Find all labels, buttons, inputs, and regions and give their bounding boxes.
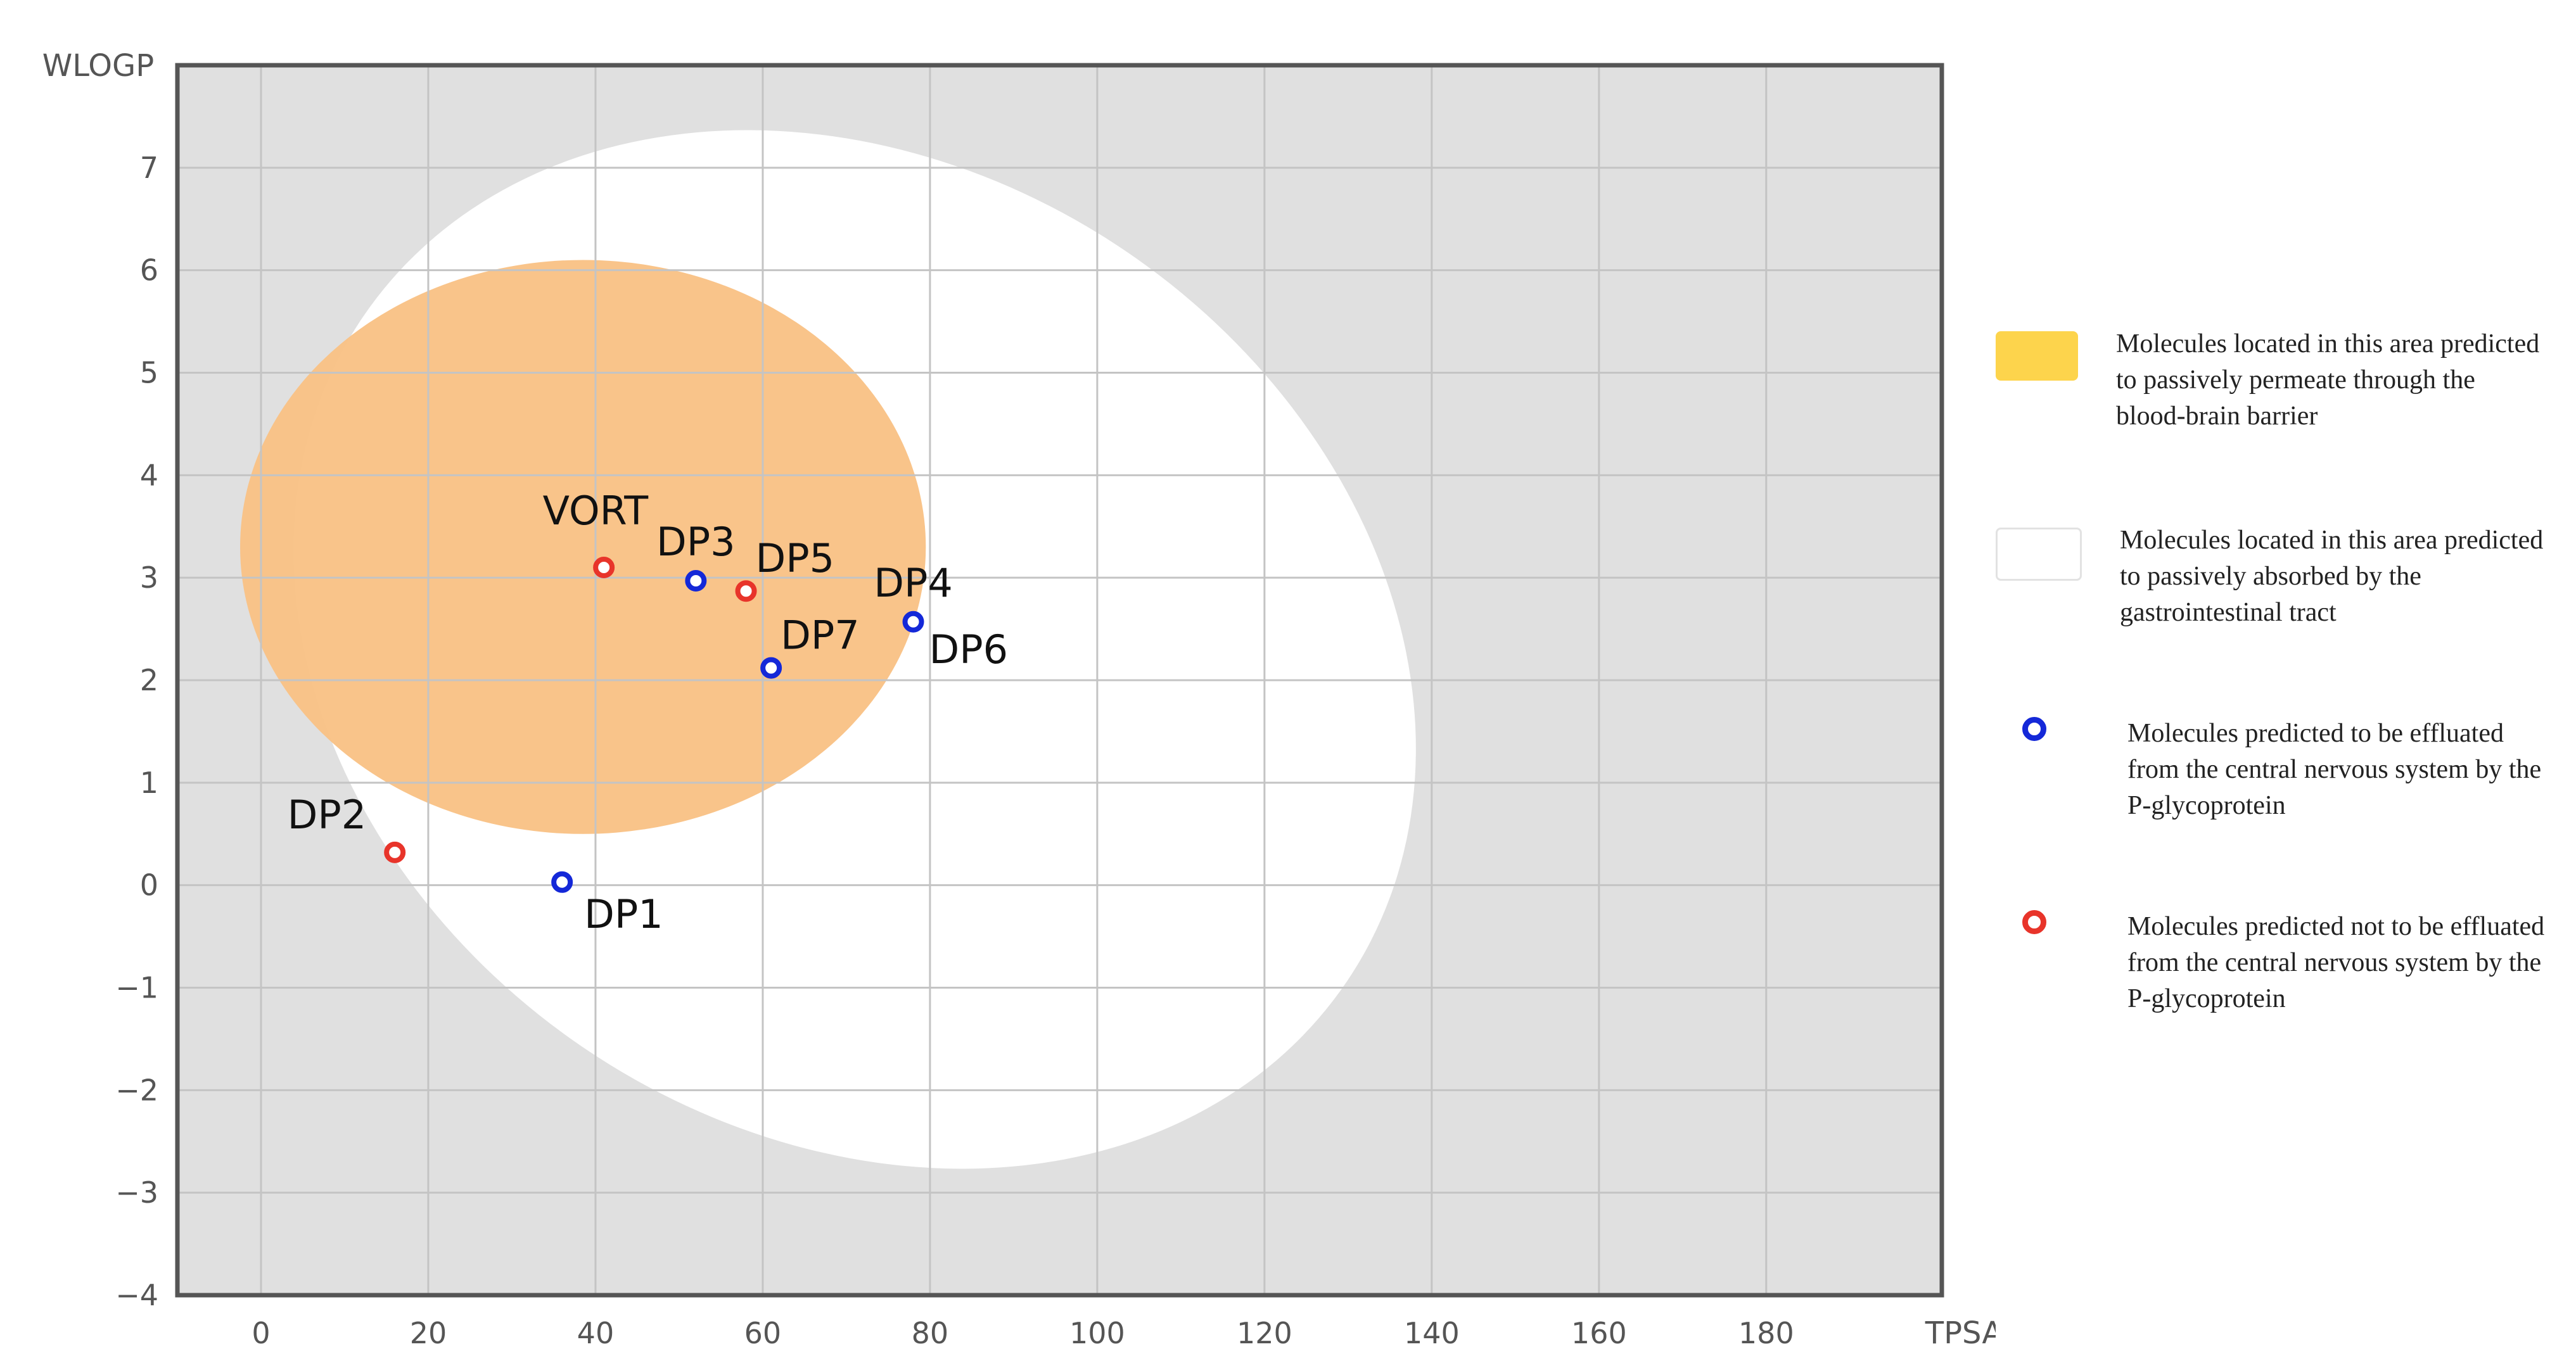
y-tick-label: −4 <box>115 1278 158 1312</box>
x-tick-labels: 0 20 40 60 80 100 120 140 160 180 <box>252 1316 1794 1350</box>
point-dp2 <box>384 841 406 863</box>
legend-text-yolk: Molecules located in this area predicted… <box>2116 329 2540 431</box>
legend-text-pgp-substrate: Molecules predicted to be effluated from… <box>2127 719 2542 820</box>
point-dp4 <box>902 611 924 633</box>
x-tick-label: 160 <box>1571 1316 1627 1350</box>
regions <box>239 130 1416 1169</box>
x-tick-label: 120 <box>1237 1316 1292 1350</box>
boiled-egg-chart: 0 20 40 60 80 100 120 140 160 180 −4 −3 −2 −1 0 1 2 3 4 5 6… <box>42 48 1996 1351</box>
grid-lines <box>177 65 1942 1296</box>
y-tick-label: 1 <box>140 766 158 800</box>
x-tick-label: 20 <box>410 1316 447 1350</box>
plot-frame <box>175 63 1944 1298</box>
region-yolk <box>239 260 926 834</box>
point-dp7 <box>760 657 782 679</box>
point-label-dp5: DP5 <box>756 535 835 581</box>
y-tick-labels: −4 −3 −2 −1 0 1 2 3 4 5 6 7 <box>115 151 158 1312</box>
legend-swatch-white <box>1996 528 2082 581</box>
point-label-dp2: DP2 <box>288 792 367 838</box>
y-tick-label: 3 <box>140 560 158 595</box>
point-label-dp4: DP4 <box>874 560 953 606</box>
x-tick-label: 80 <box>912 1316 949 1350</box>
legend-text-pgp-non-substrate: Molecules predicted not to be effluated … <box>2127 912 2545 1013</box>
y-tick-label: 2 <box>140 663 158 697</box>
x-tick-label: 180 <box>1738 1316 1794 1350</box>
x-tick-label: 100 <box>1069 1316 1125 1350</box>
x-tick-label: 0 <box>252 1316 270 1350</box>
legend-item-white: Molecules located in this area predicted… <box>1996 522 2551 631</box>
legend-swatch-pgp-substrate <box>2022 717 2046 741</box>
legend: Molecules located in this area predicted… <box>1996 0 2566 1368</box>
point-dp3 <box>685 570 707 592</box>
legend-swatch-yolk <box>1996 331 2078 381</box>
y-axis-title: WLOGP <box>42 48 154 84</box>
point-label-dp6: DP6 <box>929 626 1009 673</box>
y-tick-label: 5 <box>140 356 158 390</box>
y-tick-label: 7 <box>140 151 158 185</box>
y-tick-label: 0 <box>140 868 158 902</box>
x-tick-label: 60 <box>744 1316 782 1350</box>
point-dp5 <box>735 580 757 602</box>
x-tick-label: 140 <box>1404 1316 1460 1350</box>
point-label-dp3: DP3 <box>656 519 736 565</box>
legend-item-yolk: Molecules located in this area predicted… <box>1996 326 2547 434</box>
y-tick-label: −2 <box>115 1073 158 1107</box>
y-tick-label: −1 <box>115 971 158 1005</box>
x-tick-label: 40 <box>577 1316 615 1350</box>
legend-item-pgp-substrate: Molecules predicted to be effluated from… <box>1996 716 2558 824</box>
y-tick-label: −3 <box>115 1175 158 1210</box>
y-tick-label: 4 <box>140 458 158 492</box>
data-points <box>384 556 924 893</box>
point-label-vort: VORT <box>543 488 649 534</box>
legend-item-pgp-non-substrate: Molecules predicted not to be effluated … <box>1996 909 2558 1017</box>
point-vort <box>593 556 615 578</box>
point-dp1 <box>551 871 573 893</box>
y-tick-label: 6 <box>140 253 158 288</box>
point-label-dp7: DP7 <box>781 612 860 659</box>
legend-swatch-pgp-non-substrate <box>2022 910 2046 934</box>
legend-text-white: Molecules located in this area predicted… <box>2120 526 2544 627</box>
point-label-dp1: DP1 <box>584 891 663 937</box>
x-axis-title: TPSA <box>1925 1315 1996 1351</box>
